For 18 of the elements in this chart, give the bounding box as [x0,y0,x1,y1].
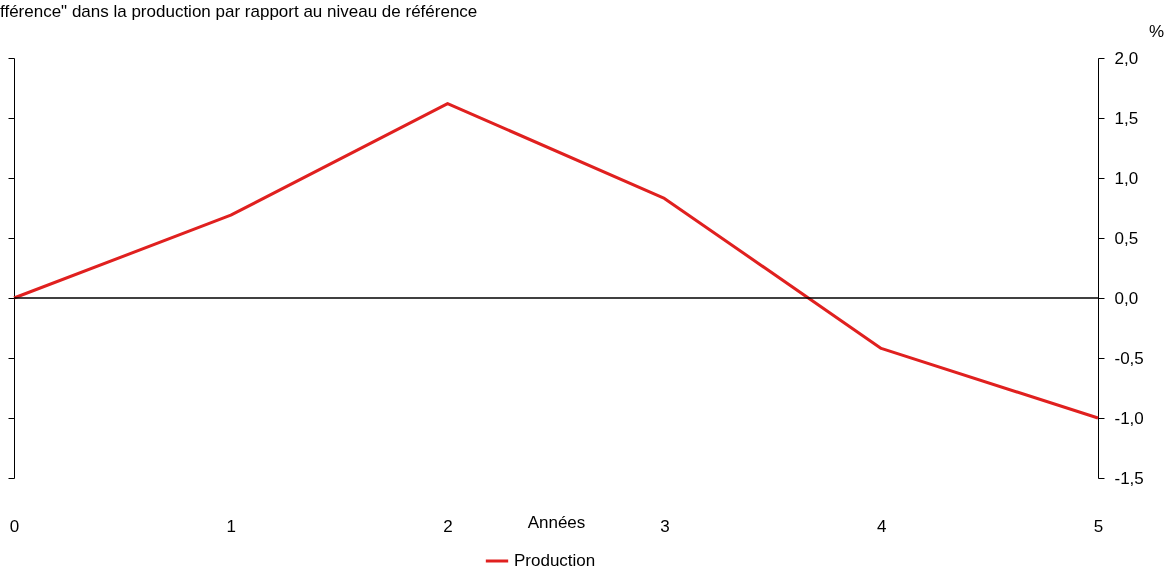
y-tick-label: 0,5 [1114,228,1139,248]
x-tick-label: 3 [660,516,670,536]
y-tick-label: 0,0 [1114,288,1139,308]
x-tick-label: 0 [9,516,20,536]
y-tick-label: 1,5 [1114,108,1139,128]
x-tick-label: 1 [226,516,237,536]
y-tick-label: 2,0 [1114,48,1139,68]
y-tick-label: 1,0 [1114,168,1139,188]
y-tick-label: -1,0 [1114,408,1144,428]
x-tick-label: 4 [876,516,887,536]
y-tick-label: -1,5 [1114,468,1144,488]
x-tick-label: 5 [1093,516,1104,536]
chart-title: fférence" dans la production par rapport au niveau de référence [0,2,478,22]
x-axis-title: Années [527,512,586,532]
y-tick-label: -0,5 [1114,348,1144,368]
y-axis-title: % [1148,21,1165,41]
x-tick-label: 2 [443,516,453,536]
legend-label: Production [514,551,596,570]
